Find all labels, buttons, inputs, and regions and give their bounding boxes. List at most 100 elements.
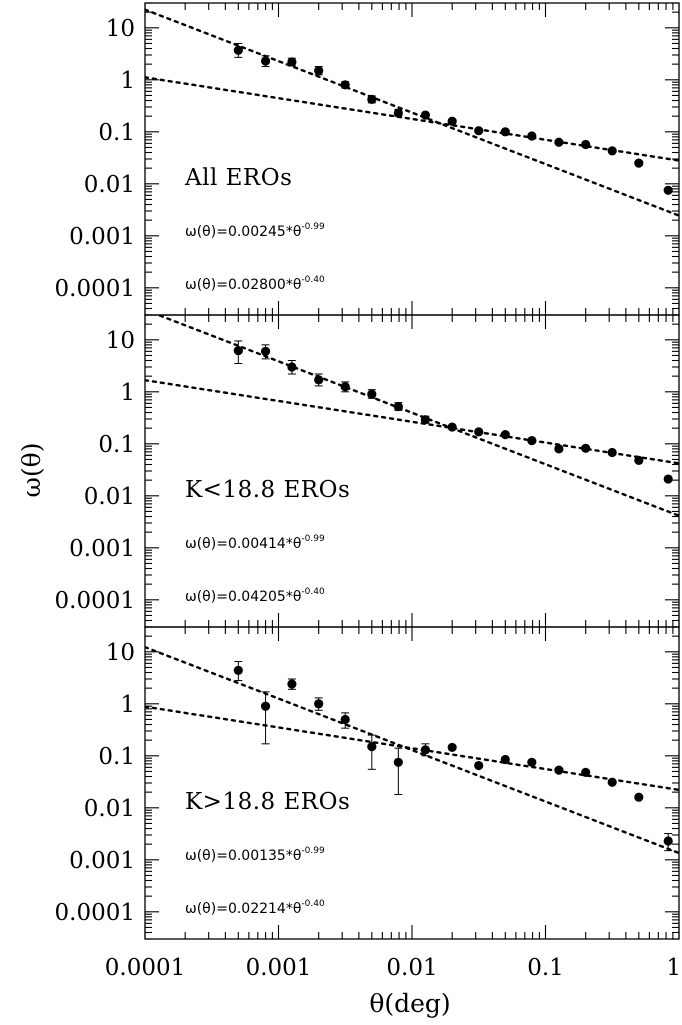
data-point: [367, 94, 377, 105]
data-point: [447, 116, 457, 126]
data-point: [287, 362, 297, 372]
data-point: [287, 679, 297, 689]
fit-exponent: -0.99: [301, 222, 325, 232]
data-point: [607, 146, 617, 156]
data-point: [233, 45, 243, 55]
x-tick-label: 1: [666, 955, 681, 981]
fit-exponent: -0.40: [301, 899, 325, 909]
y-tick-label: 10: [106, 640, 135, 666]
data-point: [287, 57, 297, 67]
panel-label: K<18.8 EROs: [185, 477, 350, 503]
panel-label: K>18.8 EROs: [185, 789, 350, 815]
data-point: [474, 760, 484, 771]
y-tick-label: 0.1: [98, 744, 135, 770]
data-point: [634, 158, 644, 168]
fit-line: [145, 645, 679, 855]
x-tick-label: 0.001: [246, 955, 312, 981]
data-point: [393, 401, 403, 412]
data-point: [420, 415, 430, 425]
y-tick-label: 0.001: [69, 536, 135, 562]
data-point: [233, 346, 243, 356]
panel-label: All EROs: [184, 165, 292, 191]
data-point: [527, 131, 537, 141]
y-tick-label: 0.001: [69, 848, 135, 874]
data-point: [663, 836, 673, 846]
fit-line: [145, 8, 679, 217]
data-point: [500, 127, 510, 137]
data-point: [233, 665, 243, 675]
y-tick-label: 0.01: [84, 796, 135, 822]
fit-formula: ω(θ)=0.04205*θ-0.40: [185, 587, 325, 605]
fit-formula-text: ω(θ)=0.00414*θ: [185, 536, 301, 552]
y-axis-title: ω(θ): [17, 443, 46, 498]
data-point: [607, 777, 617, 787]
y-tick-label: 10: [106, 16, 135, 42]
data-point: [367, 742, 377, 752]
fit-formula-text: ω(θ)=0.04205*θ: [185, 589, 301, 605]
panel-frame: [144, 2, 680, 316]
x-axis-title: θ(deg): [369, 989, 450, 1018]
fit-lines: [145, 645, 679, 855]
fit-line: [155, 315, 679, 517]
fit-formula: ω(θ)=0.00135*θ-0.99: [185, 846, 325, 864]
data-point: [260, 346, 271, 356]
data-point: [260, 56, 271, 66]
data-point: [393, 108, 403, 118]
fit-line: [145, 76, 679, 162]
data-points: [233, 661, 673, 852]
y-tick-label: 0.1: [98, 432, 135, 458]
data-point: [554, 444, 564, 454]
y-tick-label: 0.001: [69, 224, 135, 250]
y-tick-label: 10: [106, 328, 135, 354]
data-point: [634, 455, 644, 465]
data-point: [554, 765, 564, 775]
data-point: [447, 422, 457, 432]
y-tick-label: 1: [120, 68, 135, 94]
fit-formula: ω(θ)=0.00245*θ-0.99: [185, 222, 325, 240]
fit-formula-text: ω(θ)=0.00135*θ: [185, 848, 301, 864]
x-tick-label: 0.1: [527, 955, 564, 981]
panel-frame: [144, 626, 680, 940]
fit-line: [145, 378, 679, 465]
data-point: [663, 185, 673, 195]
data-point: [581, 139, 591, 150]
data-point: [447, 742, 457, 753]
y-tick-label: 0.0001: [55, 588, 135, 614]
data-point: [314, 375, 324, 385]
x-tick-label: 0.01: [386, 955, 437, 981]
x-axis: 0.0001 0.001 0.01 0.1 1: [105, 955, 681, 981]
data-point: [607, 447, 617, 458]
fit-formula: ω(θ)=0.02800*θ-0.40: [185, 275, 325, 293]
data-point: [474, 126, 484, 136]
fit-exponent: -0.99: [301, 534, 325, 544]
panels-layer: 10 1 0.1 0.01 0.001 0.0001 All EROs ω(θ)=0.0024…: [55, 2, 680, 940]
data-point: [314, 66, 324, 76]
fit-formula-text: ω(θ)=0.02214*θ: [185, 901, 301, 917]
data-point: [500, 430, 510, 440]
data-point: [260, 701, 271, 711]
y-tick-label: 0.01: [84, 484, 135, 510]
data-point: [500, 754, 510, 765]
y-tick-label: 1: [120, 692, 135, 718]
data-point: [340, 80, 350, 90]
data-point: [420, 110, 430, 120]
y-tick-label: 0.1: [98, 120, 135, 146]
fit-exponent: -0.40: [301, 587, 325, 597]
y-tick-label: 0.0001: [55, 900, 135, 926]
data-point: [527, 436, 537, 446]
data-point: [581, 443, 591, 453]
data-points: [233, 42, 673, 195]
data-point: [314, 699, 324, 709]
panel-3: 10 1 0.1 0.01 0.001 0.0001 K>18.8 EROs ω(θ)=0.0…: [55, 626, 680, 940]
data-point: [367, 389, 377, 399]
fit-line: [145, 705, 679, 792]
panel-2: 10 1 0.1 0.01 0.001 0.0001 K<18.8 EROs ω(θ)=0.0…: [55, 314, 680, 628]
y-tick-label: 1: [120, 380, 135, 406]
panel-1: 10 1 0.1 0.01 0.001 0.0001 All EROs ω(θ)=0.0024…: [55, 2, 680, 316]
data-point: [554, 137, 564, 147]
y-tick-label: 0.01: [84, 172, 135, 198]
fit-formula: ω(θ)=0.02214*θ-0.40: [185, 899, 325, 917]
y-tick-label: 0.0001: [55, 276, 135, 302]
data-point: [340, 714, 350, 725]
